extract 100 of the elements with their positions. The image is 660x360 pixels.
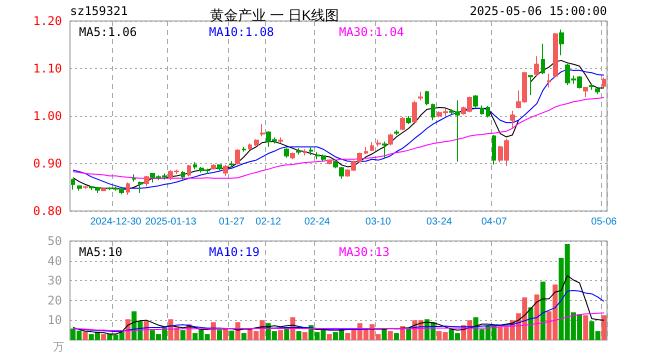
bar: [583, 315, 588, 340]
bar: [217, 330, 222, 340]
candlestick: [83, 185, 88, 190]
candlestick: [425, 90, 429, 106]
x-tick-label: 02-12: [256, 216, 282, 228]
chart-title: 黄金产业 一 日K线图: [210, 7, 340, 23]
y-tick-label: 10: [48, 313, 62, 328]
candlestick: [589, 84, 594, 90]
y-axis-title: 万: [53, 342, 64, 354]
candlestick: [412, 100, 417, 124]
candlestick: [327, 158, 332, 165]
candlestick: [223, 164, 228, 176]
y-tick-label: 1.20: [33, 14, 62, 28]
x-tick-label: 2024-12-30: [90, 216, 142, 228]
bar: [540, 282, 546, 340]
candlestick: [473, 94, 478, 108]
text: MA10:1.08: [209, 25, 274, 39]
bar: [601, 315, 606, 340]
y-tick-label: 0.90: [33, 156, 62, 170]
candlestick: [296, 148, 301, 155]
candlestick: [187, 164, 191, 177]
candlestick: [144, 175, 149, 187]
bar: [326, 334, 332, 340]
text: MA5:10: [79, 245, 122, 259]
candlestick: [486, 106, 490, 118]
candlestick: [284, 148, 289, 158]
candlestick: [254, 138, 259, 146]
candlestick: [559, 29, 564, 56]
text: MA30:13: [339, 245, 390, 259]
y-tick-label: 20: [48, 293, 62, 308]
bar: [278, 330, 284, 340]
bar: [302, 332, 308, 340]
candlestick: [339, 166, 344, 180]
candlestick: [211, 163, 216, 170]
candlestick: [431, 103, 435, 121]
x-tick-label: 2025-01-13: [145, 216, 197, 228]
x-tick-label: 03-24: [426, 216, 452, 228]
candlestick: [528, 74, 533, 96]
candlestick: [364, 146, 368, 154]
x-tick-label: 01-27: [218, 216, 245, 228]
candlestick: [181, 170, 185, 180]
bar: [223, 329, 228, 340]
candlestick: [333, 160, 338, 169]
candlestick: [583, 86, 588, 98]
y-tick-label: 50: [48, 234, 62, 248]
text: MA5:1.06: [79, 25, 137, 39]
candlestick: [309, 146, 313, 156]
candlestick: [193, 162, 197, 170]
candlestick: [553, 32, 558, 78]
candlestick: [376, 139, 381, 147]
x-tick-label: 02-24: [304, 216, 330, 228]
candlestick: [595, 87, 600, 95]
candlestick: [382, 141, 387, 159]
candlestick: [101, 188, 106, 192]
candlestick: [71, 178, 75, 190]
candlestick: [260, 124, 265, 137]
candlestick: [541, 43, 545, 75]
bar: [394, 333, 399, 340]
y-tick-label: 0.80: [33, 204, 62, 218]
text: MA10:19: [209, 245, 260, 259]
candlestick: [534, 56, 539, 76]
y-tick-label: 40: [48, 254, 62, 268]
x-tick-label: 05-06: [591, 216, 618, 228]
line-series: [72, 312, 604, 332]
candlestick: [388, 133, 393, 146]
x-tick-label: 03-10: [365, 216, 392, 228]
bar: [241, 333, 246, 340]
candlestick: [77, 184, 82, 192]
line-series: [72, 96, 604, 179]
text: 2025-05-06 15:00:00: [470, 4, 608, 18]
y-tick-label: 30: [48, 274, 62, 288]
bar: [180, 330, 186, 340]
candlestick: [248, 143, 252, 150]
candlestick: [278, 136, 283, 144]
candlestick: [480, 105, 484, 116]
x-tick-label: 04-07: [481, 216, 508, 228]
bar: [406, 328, 412, 340]
candlestick: [370, 142, 374, 152]
y-tick-label: 1.10: [33, 62, 62, 76]
candlestick: [290, 152, 295, 160]
candlestick: [235, 148, 240, 165]
text: sz159321: [70, 4, 128, 18]
candlestick: [303, 148, 307, 156]
bar: [382, 329, 387, 340]
candlestick: [547, 73, 551, 88]
bar: [82, 332, 88, 340]
line-series: [72, 275, 604, 335]
candlestick: [217, 164, 222, 171]
candlestick: [510, 110, 515, 128]
candlestick: [400, 116, 405, 131]
candlestick: [406, 116, 411, 125]
candlestick: [242, 146, 246, 152]
candlestick: [394, 130, 399, 136]
bar: [101, 334, 106, 340]
candlestick: [602, 77, 606, 88]
candlestick: [126, 182, 130, 196]
bar: [534, 294, 540, 340]
bar: [388, 331, 393, 340]
candlestick: [229, 160, 234, 168]
bar: [296, 331, 302, 340]
